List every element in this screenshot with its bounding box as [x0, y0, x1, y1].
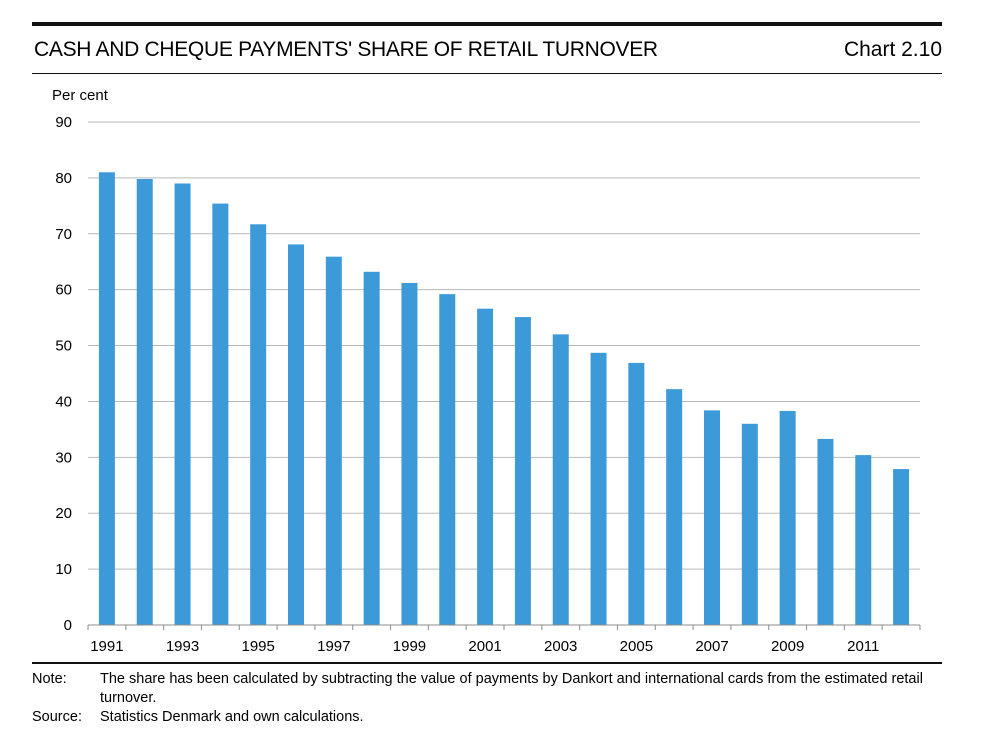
y-tick-label: 40: [55, 393, 72, 410]
bar-1994: [212, 203, 229, 625]
x-tick-label: 2009: [771, 638, 804, 655]
y-tick-label: 30: [55, 449, 72, 466]
bar-2008: [741, 423, 758, 625]
bar-2007: [704, 410, 720, 625]
title-rule: [32, 73, 942, 74]
chart-title: CASH AND CHEQUE PAYMENTS' SHARE OF RETAI…: [34, 38, 658, 61]
bar-1997: [325, 256, 342, 625]
y-tick-label: 50: [55, 338, 72, 355]
chart-number: Chart 2.10: [843, 38, 942, 61]
bar-1996: [288, 244, 304, 625]
x-tick-label: 1995: [241, 638, 274, 655]
source-row: Source: Statistics Denmark and own calcu…: [32, 708, 932, 727]
y-axis-label: Per cent: [52, 87, 108, 104]
bar-1999: [401, 282, 418, 625]
chart-notes: Note: The share has been calculated by s…: [32, 670, 932, 727]
bar-2000: [439, 294, 456, 625]
y-tick-label: 0: [64, 617, 72, 634]
y-tick-label: 90: [55, 114, 72, 131]
y-tick-label: 70: [55, 226, 72, 243]
top-rule: [32, 22, 942, 26]
bar-2011: [855, 455, 872, 625]
y-tick-label: 80: [55, 170, 72, 187]
x-tick-label: 1991: [90, 638, 123, 655]
x-tick-label: 2003: [544, 638, 577, 655]
bar-2004: [590, 352, 607, 625]
note-row: Note: The share has been calculated by s…: [32, 670, 932, 708]
bar-2001: [477, 308, 494, 625]
source-label: Source:: [32, 709, 82, 725]
bar-2010: [817, 438, 834, 625]
bar-1992: [136, 179, 153, 626]
x-tick-label: 2001: [468, 638, 501, 655]
bar-2012: [893, 469, 910, 625]
x-tick-label: 2011: [847, 638, 879, 655]
bar-1998: [363, 271, 380, 625]
bar-2003: [552, 334, 569, 625]
x-tick-label: 2005: [620, 638, 653, 655]
bar-2005: [628, 362, 645, 625]
y-tick-label: 60: [55, 282, 72, 299]
bar-1995: [250, 224, 267, 625]
x-tick-label: 1993: [166, 638, 199, 655]
bar-2002: [514, 317, 531, 625]
x-tick-label: 1997: [317, 638, 350, 655]
x-tick-label: 2007: [695, 638, 728, 655]
bar-1991: [98, 172, 115, 626]
bar-2006: [666, 389, 683, 625]
source-text: Statistics Denmark and own calculations.: [100, 709, 364, 725]
note-label: Note:: [32, 671, 67, 687]
bar-2009: [779, 410, 796, 625]
bar-1993: [174, 183, 191, 625]
y-tick-label: 20: [55, 505, 72, 522]
x-tick-label: 1999: [393, 638, 426, 655]
bottom-rule: [32, 662, 942, 664]
y-tick-label: 10: [55, 561, 72, 578]
note-text: The share has been calculated by subtrac…: [100, 671, 923, 706]
